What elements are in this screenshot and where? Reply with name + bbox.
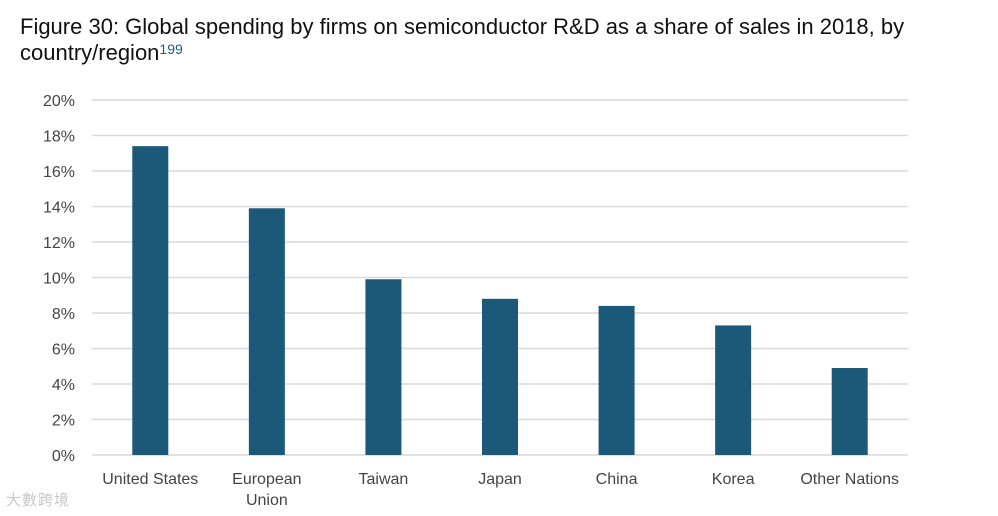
y-tick-label: 18%	[43, 129, 75, 146]
chart-title: Figure 30: Global spending by firms on s…	[20, 14, 990, 66]
x-category-line: European	[232, 471, 301, 488]
x-category-label: Korea	[712, 471, 755, 488]
y-axis-ticks: 0% 2% 4% 6% 8% 10% 12% 14% 16% 18% 20%	[43, 93, 75, 465]
chart-title-text: Figure 30: Global spending by firms on s…	[20, 14, 905, 65]
x-category-line: United States	[102, 471, 198, 488]
bar-united-states	[132, 146, 169, 455]
footnote-ref[interactable]: 199	[159, 41, 183, 57]
x-category-label: United States	[102, 471, 198, 488]
x-category-line: Japan	[478, 471, 522, 488]
y-tick-label: 14%	[43, 200, 75, 217]
bar-other-nations	[831, 368, 868, 455]
bar-china	[598, 305, 635, 455]
watermark: 大數跨境	[6, 492, 71, 509]
y-tick-label: 0%	[52, 448, 75, 465]
x-category-line: Union	[246, 492, 288, 509]
x-category-label: Japan	[478, 471, 522, 488]
y-tick-label: 10%	[43, 271, 75, 288]
y-tick-label: 8%	[52, 306, 75, 323]
x-category-label: European Union	[232, 471, 301, 509]
x-category-line: Korea	[712, 471, 755, 488]
x-category-label: Other Nations	[800, 471, 899, 488]
x-category-line: Other Nations	[800, 471, 899, 488]
bars	[132, 146, 868, 455]
bar-european-union	[248, 208, 285, 455]
x-category-label: China	[596, 471, 638, 488]
bar-japan	[482, 298, 518, 455]
bar-korea	[715, 325, 752, 455]
y-tick-label: 4%	[52, 377, 75, 394]
y-tick-label: 20%	[43, 93, 75, 110]
x-category-line: China	[596, 471, 638, 488]
x-category-line: Taiwan	[359, 471, 409, 488]
y-tick-label: 12%	[43, 235, 75, 252]
y-tick-label: 2%	[52, 413, 75, 430]
x-category-label: Taiwan	[359, 471, 409, 488]
x-axis-categories: United States European Union Taiwan Japan Chi…	[102, 471, 899, 509]
y-tick-label: 16%	[43, 164, 75, 181]
bar-taiwan	[365, 279, 402, 455]
y-tick-label: 6%	[52, 342, 75, 359]
